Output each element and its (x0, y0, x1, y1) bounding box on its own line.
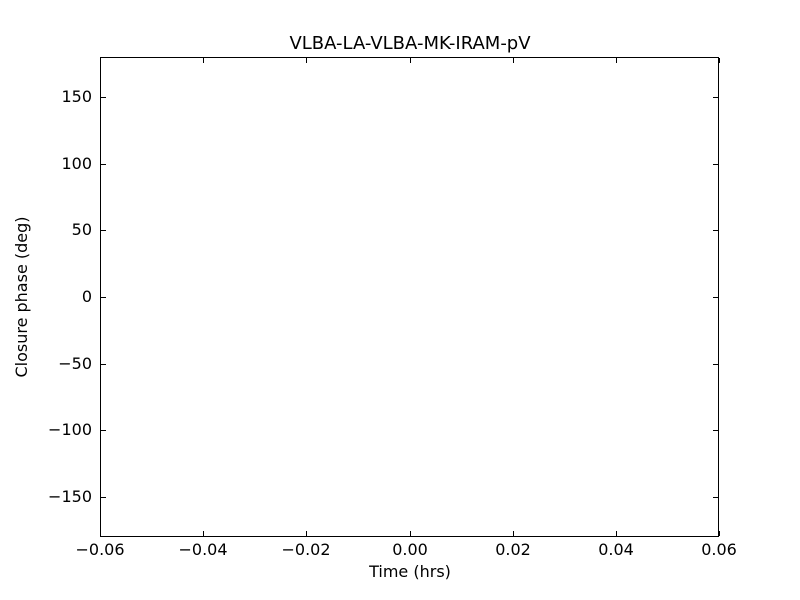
y-tick-mark-right (713, 430, 718, 431)
y-tick-label: 50 (71, 220, 92, 239)
x-tick-label: −0.02 (281, 540, 331, 559)
y-tick-label: 100 (61, 154, 92, 173)
x-tick-mark (100, 531, 101, 536)
y-tick-mark-right (713, 364, 718, 365)
x-tick-label: 0.00 (392, 540, 428, 559)
y-tick-mark-right (713, 497, 718, 498)
x-tick-mark (306, 531, 307, 536)
x-tick-mark (616, 531, 617, 536)
y-axis-label: Closure phase (deg) (12, 216, 31, 378)
x-tick-mark (719, 531, 720, 536)
y-tick-label: −150 (48, 487, 92, 506)
x-tick-label: −0.04 (178, 540, 228, 559)
y-tick-mark (101, 497, 106, 498)
y-tick-label: −100 (48, 420, 92, 439)
plot-area (100, 57, 719, 537)
x-tick-mark-top (100, 58, 101, 63)
y-tick-mark (101, 297, 106, 298)
x-tick-mark-top (513, 58, 514, 63)
y-tick-mark (101, 230, 106, 231)
x-tick-label: −0.06 (75, 540, 125, 559)
x-tick-mark (410, 531, 411, 536)
y-tick-label: 0 (81, 287, 92, 306)
y-tick-mark-right (713, 97, 718, 98)
y-tick-mark-right (713, 297, 718, 298)
x-tick-mark (203, 531, 204, 536)
y-tick-mark (101, 430, 106, 431)
x-tick-mark-top (410, 58, 411, 63)
x-tick-label: 0.02 (495, 540, 531, 559)
y-tick-mark-right (713, 230, 718, 231)
x-tick-mark-top (719, 58, 720, 63)
x-tick-mark (513, 531, 514, 536)
y-tick-mark (101, 164, 106, 165)
y-tick-mark (101, 364, 106, 365)
x-axis-label: Time (hrs) (369, 562, 451, 581)
x-tick-mark-top (306, 58, 307, 63)
x-tick-label: 0.06 (701, 540, 737, 559)
y-tick-label: −50 (58, 354, 92, 373)
x-tick-label: 0.04 (598, 540, 634, 559)
chart-title: VLBA-LA-VLBA-MK-IRAM-pV (289, 33, 531, 54)
x-tick-mark-top (616, 58, 617, 63)
y-tick-mark (101, 97, 106, 98)
x-tick-mark-top (203, 58, 204, 63)
y-tick-mark-right (713, 164, 718, 165)
y-tick-label: 150 (61, 87, 92, 106)
